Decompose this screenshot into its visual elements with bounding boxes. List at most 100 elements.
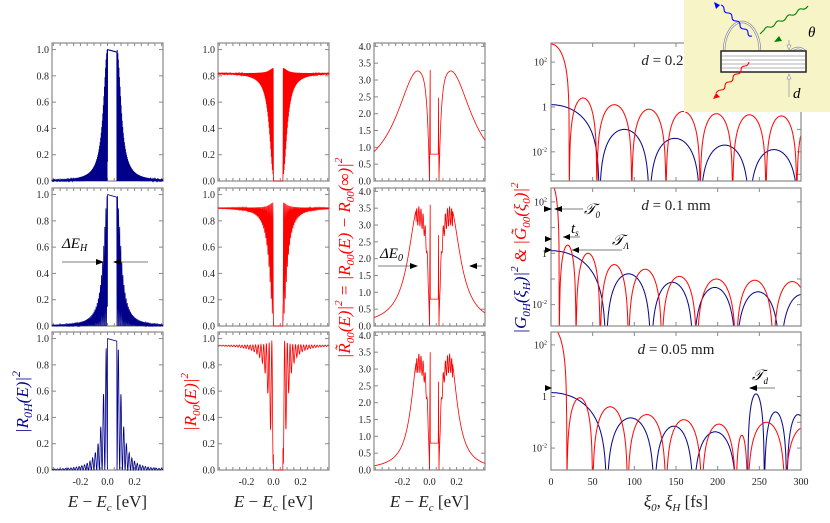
y-tick-label: 0.0 — [359, 322, 372, 333]
panel-col3-row1: 0.0 0.5 1.0 1.5 2.0 2.5 3.0 3.5 4.0 — [359, 42, 486, 188]
curve-red-col4-row3 — [556, 332, 801, 470]
x-tick-label: 150 — [669, 477, 684, 488]
y-tick-label: 3.0 — [359, 365, 372, 376]
y-tick-label: 3.5 — [359, 59, 372, 70]
x-tick-label: 0.0 — [267, 477, 280, 488]
curve-col3-row1 — [373, 69, 486, 182]
y-tick-label: 1.0 — [37, 45, 50, 56]
svg-text:ΔE0: ΔE0 — [379, 246, 403, 264]
panel-col4-row2: 102 1 10-2 d = 0.1 mm — [532, 187, 802, 327]
y-tick-label: 0.0 — [203, 466, 216, 477]
panel-col3-row3: 0.0 0.5 1.0 1.5 2.0 2.5 3.0 3.5 4.0 -0.2 0.0 0.2 — [359, 331, 486, 488]
y-tick-label: 1.0 — [359, 143, 372, 154]
incident-wave-icon — [759, 5, 809, 35]
y-tick-label: 1.0 — [359, 432, 372, 443]
x-tick-label: 0.2 — [294, 477, 307, 488]
curve-col1-row3 — [51, 337, 164, 472]
x-tick-label: 50 — [588, 477, 598, 488]
x-tick-label: 250 — [752, 477, 767, 488]
arrow-right-icon — [410, 263, 418, 269]
arrow-right-icon — [96, 259, 104, 265]
y-tick-label: 0.4 — [203, 124, 216, 135]
y-tick-label: 3.0 — [359, 76, 372, 87]
plot-frame — [550, 331, 802, 471]
y-tick-label: 102 — [534, 197, 547, 208]
y-tick-label: 10-2 — [532, 147, 547, 158]
panel-col4-row3: 102 1 10-2 0 50 100 150 200 250 300 d = 0.05 mm — [532, 331, 809, 488]
y-tick-label: 0.0 — [37, 322, 50, 333]
curve-blue-col4-row3 — [551, 392, 801, 470]
y-tick-label: 10-2 — [532, 300, 547, 311]
curve-col2-row3 — [217, 340, 330, 471]
x-tick-label: -0.2 — [239, 477, 255, 488]
y-tick-label: 4.0 — [359, 42, 372, 53]
y-tick-label: 0.4 — [37, 269, 50, 280]
y-tick-label: 2.5 — [359, 381, 372, 392]
x-axis-label-energy: E − Ec [eV] — [389, 492, 469, 514]
curve-col3-row3 — [373, 352, 486, 471]
panels: 0.00.20.40.60.81.00.00.20.40.60.81.00.00… — [37, 42, 809, 488]
y-tick-label: 1.0 — [359, 288, 372, 299]
inset-geometry-schematic: θ d — [684, 0, 830, 112]
y-tick-label: 0.4 — [37, 413, 50, 424]
panel-col2-row1: 0.0 0.2 0.4 0.6 0.8 1.0 — [203, 42, 330, 188]
x-tick-label: -0.2 — [395, 477, 411, 488]
y-tick-label: 0.2 — [203, 150, 216, 161]
ylabel-col1: |R0H(E)|2 — [9, 371, 35, 433]
thickness-label: d — [793, 86, 801, 102]
y-tick-label: 3.5 — [359, 348, 372, 359]
y-tick-label: 1 — [542, 249, 547, 260]
y-tick-label: 0.6 — [37, 387, 50, 398]
curve-col2-row2 — [217, 202, 330, 327]
svg-text:𝒯Λ: 𝒯Λ — [612, 233, 630, 251]
panel-col1-row2: 0.0 0.2 0.4 0.6 0.8 1.0 — [37, 187, 164, 333]
y-tick-label: 1.5 — [359, 126, 372, 137]
y-tick-label: 0.4 — [37, 124, 50, 135]
annotation-ts: ts — [545, 221, 580, 242]
curve-col3-row2 — [373, 204, 486, 327]
curves — [551, 43, 801, 181]
y-tick-label: 0.8 — [203, 360, 216, 371]
curve-blue-col4-row2 — [551, 250, 801, 326]
panel-col2-row2: 0.0 0.2 0.4 0.6 0.8 1.0 — [203, 187, 330, 333]
annotation-delta-e-0: ΔE0 — [378, 246, 482, 269]
x-tick-label: 300 — [794, 477, 809, 488]
y-tick-label: 0.5 — [359, 305, 372, 316]
y-tick-label: 0.0 — [359, 466, 372, 477]
y-tick-label: 10-2 — [532, 444, 547, 455]
y-tick-label: 0.4 — [203, 269, 216, 280]
y-tick-label: 102 — [534, 340, 547, 351]
x-tick-label: 0.2 — [128, 477, 141, 488]
y-tick-label: 2.5 — [359, 237, 372, 248]
ylabel-col3: |R̃00(E)|2 = |R00(E) − R00(∞)|2 — [333, 157, 357, 358]
x-tick-label: -0.2 — [73, 477, 89, 488]
panel-col3-row2: 0.0 0.5 1.0 1.5 2.0 2.5 3.0 3.5 4.0 — [359, 187, 486, 333]
x-axis-label-time: ξ0, ξH [fs] — [644, 492, 708, 514]
y-tick-label: 1.0 — [203, 334, 216, 345]
reflected-wave-icon — [720, 4, 753, 37]
x-tick-label: 0 — [549, 477, 554, 488]
x-tick-label: 0.2 — [450, 477, 463, 488]
curves — [551, 188, 801, 326]
x-tick-label: 100 — [627, 477, 642, 488]
annotation-delta-e-h: ΔEH — [61, 236, 148, 265]
curve-red-col4-row1 — [551, 43, 801, 181]
x-axis-label-energy: E − Ec [eV] — [67, 492, 147, 514]
panel-title: d = 0.1 mm — [641, 198, 711, 214]
plot-frame — [550, 187, 802, 327]
ylabel-col4: |G0H(ξH)|2 & |G̃00(ξ0)|2 — [509, 182, 533, 334]
y-tick-label: 0.0 — [37, 466, 50, 477]
svg-text:ΔEH: ΔEH — [61, 236, 88, 254]
svg-text:𝒯d: 𝒯d — [752, 368, 769, 386]
arrow-left-icon — [469, 263, 477, 269]
y-tick-label: 0.2 — [37, 150, 50, 161]
y-tick-label: 4.0 — [359, 187, 372, 198]
theta-label: θ — [808, 25, 816, 41]
y-tick-label: 2.0 — [359, 254, 372, 265]
panel-title: d = 0.05 mm — [638, 342, 715, 358]
y-tick-label: 0.8 — [37, 360, 50, 371]
x-axis-labels: E − Ec [eV] E − Ec [eV] E − Ec [eV] ξ0, ξH … — [67, 492, 708, 514]
transmitted-wave-icon — [715, 61, 750, 94]
annotation-t-lambda: 𝒯Λ — [545, 233, 630, 253]
x-tick-label: 200 — [710, 477, 725, 488]
